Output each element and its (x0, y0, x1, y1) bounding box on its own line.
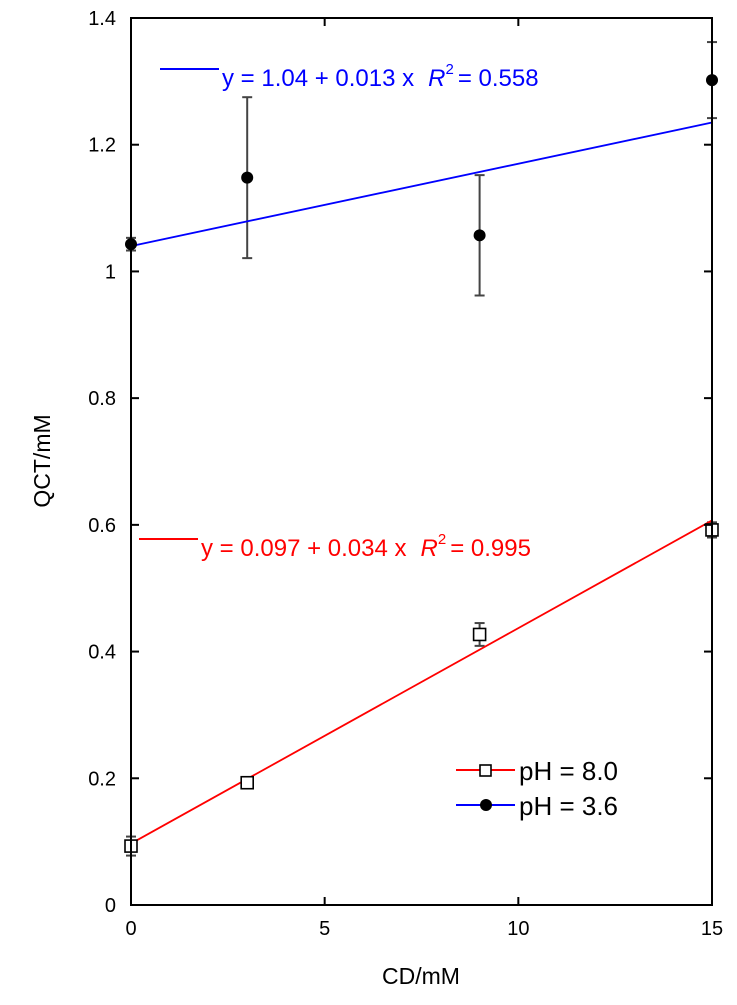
x-tick-label: 0 (125, 918, 136, 940)
equation-ph36-lhs: y = 1.04 + 0.013 x (222, 65, 414, 92)
equation-ph80: y = 0.097 + 0.034 x R2 = 0.995 (201, 531, 531, 562)
y-tick-label: 1 (105, 261, 116, 283)
x-tick-labels: 0 5 10 15 (125, 918, 723, 940)
legend: pH = 8.0 pH = 3.6 (456, 756, 618, 821)
y-tick-label: 0.6 (88, 515, 116, 537)
data-point-ph36 (473, 229, 486, 242)
equation-ph80-lhs: y = 0.097 + 0.034 x (201, 535, 407, 562)
equation-ph36: y = 1.04 + 0.013 x R2 = 0.558 (222, 61, 539, 92)
legend-marker-ph80 (479, 764, 492, 777)
fit-line-ph36 (130, 121, 713, 247)
x-tick-label: 15 (701, 918, 723, 940)
equation-ph36-r: R (428, 65, 445, 92)
equation-ph36-r-value: = 0.558 (458, 65, 539, 92)
y-axis-title: QCT/mM (29, 414, 55, 507)
x-tick-label: 5 (319, 918, 330, 940)
y-tick-labels: 0 0.2 0.4 0.6 0.8 1 1.2 1.4 (88, 8, 116, 917)
data-point-ph36 (241, 171, 254, 184)
y-tick-label: 1.2 (88, 135, 116, 157)
fit-line-ph80 (130, 519, 713, 845)
x-axis-title: CD/mM (382, 963, 460, 989)
plot-frame (130, 17, 713, 906)
axis-ticks (130, 17, 713, 906)
equation-ph80-r: R (421, 535, 438, 562)
error-bars (126, 41, 717, 857)
fit-lines (130, 121, 713, 845)
data-points (124, 74, 719, 853)
equation-ph80-r-exp: 2 (438, 531, 446, 548)
y-tick-label: 0.4 (88, 642, 116, 664)
data-point-ph80 (240, 775, 254, 790)
legend-label-ph80: pH = 8.0 (519, 756, 618, 786)
equation-ph36-r-exp: 2 (445, 61, 453, 78)
equation-ph80-r-value: = 0.995 (450, 535, 531, 562)
legend-label-ph36: pH = 3.6 (519, 791, 618, 821)
y-tick-label: 0.2 (88, 768, 116, 790)
legend-marker-ph36 (480, 799, 492, 811)
x-tick-label: 10 (507, 918, 529, 940)
data-point-ph80 (472, 627, 487, 642)
y-tick-label: 1.4 (88, 8, 116, 30)
y-tick-label: 0 (105, 895, 116, 917)
y-tick-label: 0.8 (88, 388, 116, 410)
